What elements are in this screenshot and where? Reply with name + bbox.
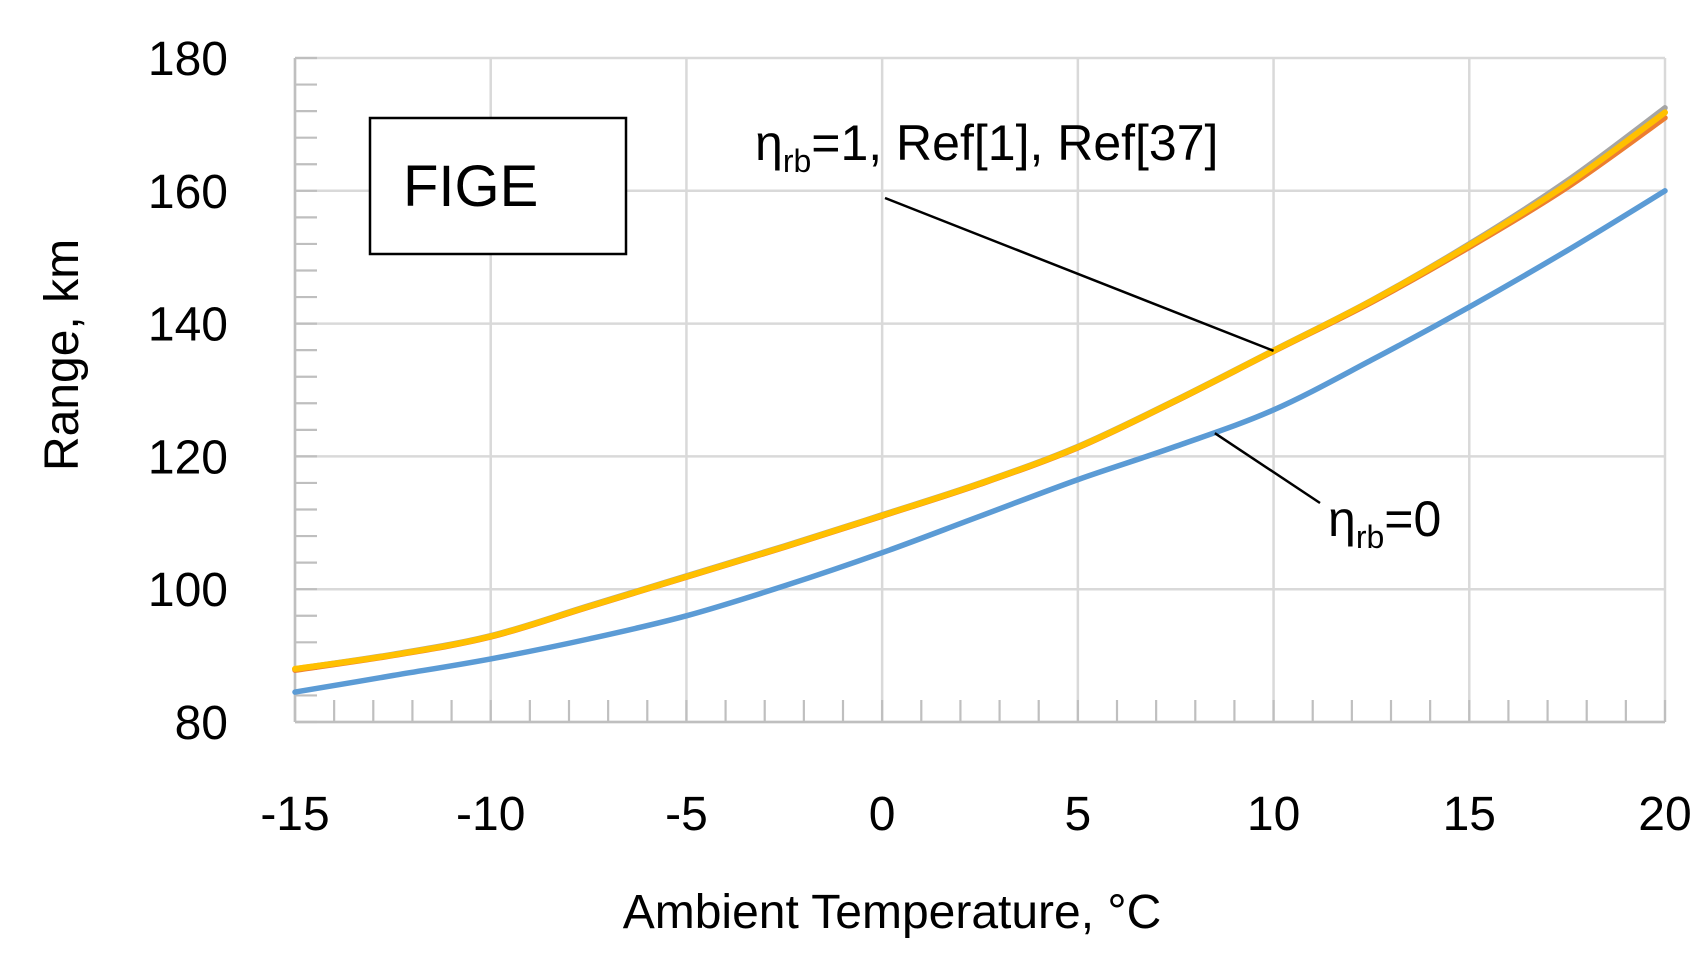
y-tick-label: 120 — [148, 431, 228, 484]
x-tick-label: -15 — [260, 788, 329, 841]
fige-box-label: FIGE — [403, 154, 538, 219]
annotation-bottom-part-1: rb — [1356, 519, 1384, 555]
y-axis-title: Range, km — [36, 239, 89, 471]
y-tick-label: 140 — [148, 299, 228, 352]
x-tick-label: 0 — [869, 788, 896, 841]
x-tick-label: 10 — [1247, 788, 1300, 841]
x-tick-label: 15 — [1443, 788, 1496, 841]
x-tick-label: -5 — [665, 788, 708, 841]
axes — [293, 58, 1665, 724]
y-tick-label: 180 — [148, 33, 228, 86]
x-tick-label: -10 — [456, 788, 525, 841]
tick-labels: -15 -10 -5 0 5 10 15 20 80 100 120 140 160 180 — [148, 33, 1692, 841]
annotation-bottom: ηrb=0 — [1328, 491, 1441, 555]
annotation-top-part-2: =1, Ref[1], Ref[37] — [811, 115, 1218, 171]
series-layer — [292, 105, 1668, 695]
y-tick-label: 80 — [175, 697, 228, 750]
grid-layer — [293, 56, 1667, 724]
annotation-leader-top — [884, 196, 1275, 352]
series-line-3 — [292, 109, 1668, 672]
annotation-top-part-0: η — [755, 115, 783, 171]
annotation-layer: ηrb=1, Ref[1], Ref[37]ηrb=0 — [755, 115, 1441, 555]
fige-box — [368, 116, 628, 256]
x-tick-label: 5 — [1065, 788, 1092, 841]
annotation-top: ηrb=1, Ref[1], Ref[37] — [755, 115, 1218, 179]
annotation-leader-bottom — [1214, 432, 1321, 505]
annotation-top-part-1: rb — [783, 143, 811, 179]
series-line-0 — [292, 188, 1668, 695]
annotation-bottom-part-2: =0 — [1384, 491, 1441, 547]
x-tick-label: 20 — [1638, 788, 1691, 841]
y-tick-label: 160 — [148, 166, 228, 219]
annotation-bottom-part-0: η — [1328, 491, 1356, 547]
y-tick-label: 100 — [148, 564, 228, 617]
x-axis-title: Ambient Temperature, °C — [623, 886, 1162, 939]
